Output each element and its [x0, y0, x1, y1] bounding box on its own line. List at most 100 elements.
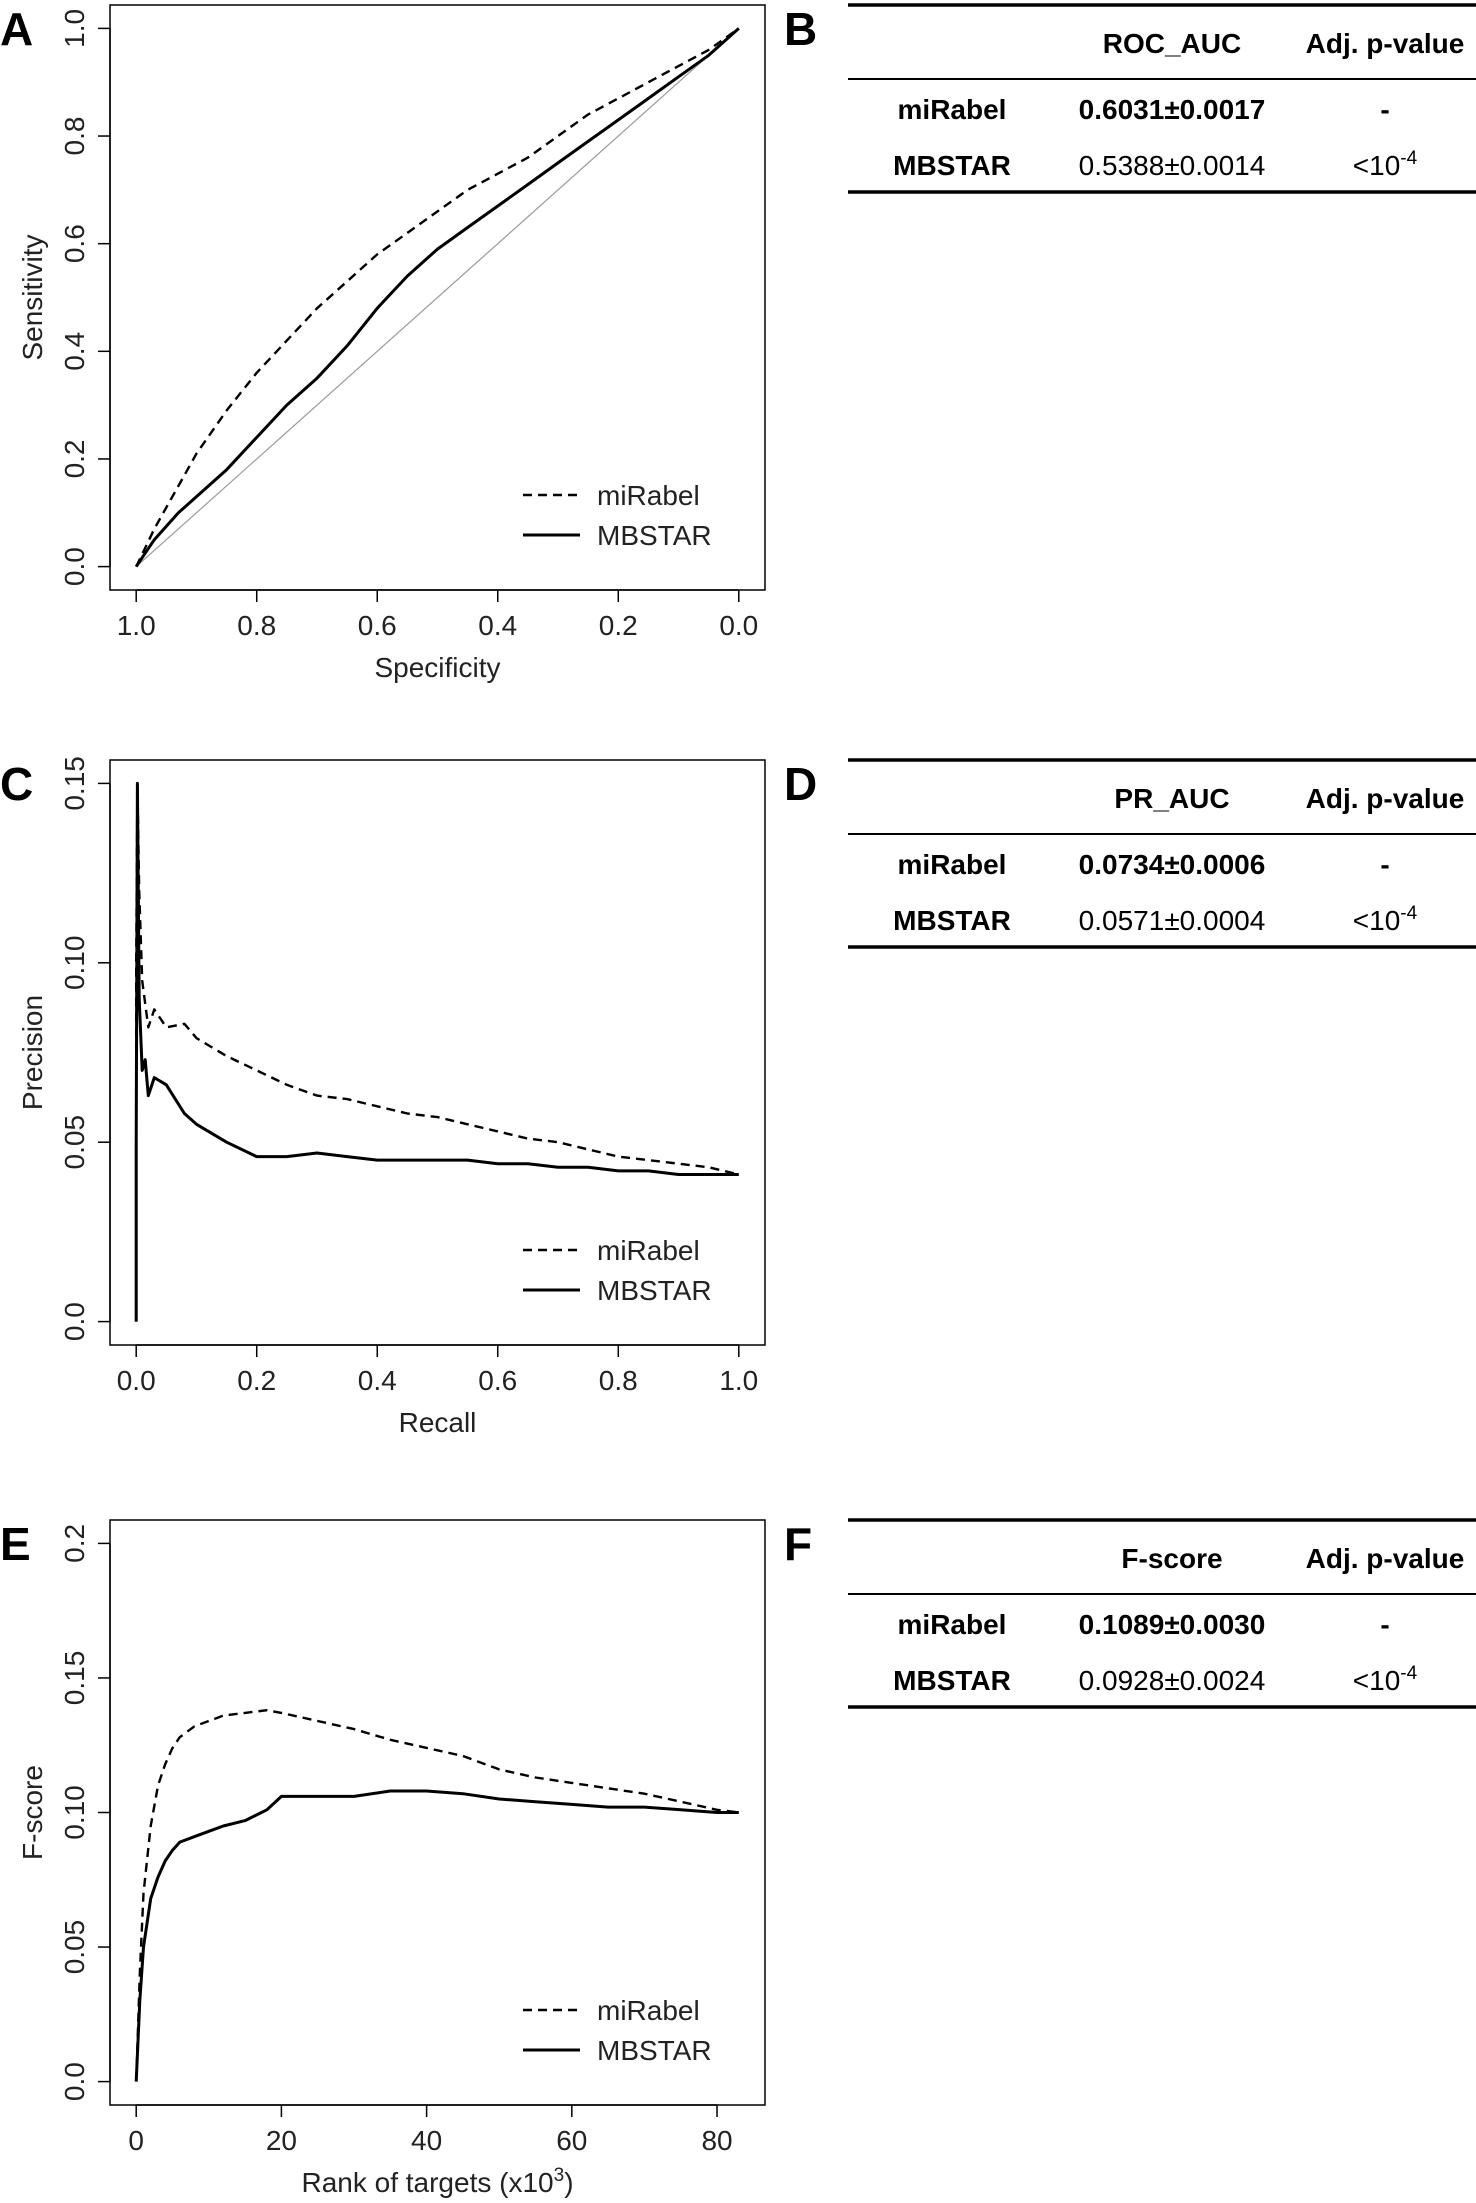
table-value-cell: 0.0571±0.0004 [1079, 905, 1266, 936]
roc-chart: 1.0 0.8 0.6 0.4 0.2 0.0 Specificity 0.0 0.2 0.4 0.… [17, 4, 766, 683]
y-axis-label: Precision [17, 995, 48, 1110]
x-axis-label-end: ) [564, 2167, 573, 2198]
panel-letter-f: F [784, 1518, 812, 1570]
table-pvalue-cell: <10-4 [1353, 1663, 1418, 1696]
fscore-table: F-score Adj. p-value miRabel 0.1089±0.0030 -… [848, 1518, 1476, 1709]
table-method-cell: MBSTAR [893, 1665, 1011, 1696]
table-header-cell: F-score [1121, 1543, 1222, 1574]
y-axis-label: Sensitivity [17, 234, 48, 360]
y-tick-label: 0.15 [59, 756, 90, 811]
series-line-mirabel [135, 1708, 739, 2082]
x-tick-label: 1.0 [117, 610, 156, 641]
y-tick-label: 0.2 [59, 439, 90, 478]
x-axis: 1.0 0.8 0.6 0.4 0.2 0.0 Specificity [117, 589, 758, 683]
table-method-cell: miRabel [898, 94, 1007, 125]
y-axis: 0.0 0.2 0.4 0.6 0.8 1.0 Sensitivity [17, 9, 111, 586]
x-axis-label-superscript: 3 [554, 2165, 565, 2186]
table-method-cell: miRabel [898, 849, 1007, 880]
y-tick-label: 0.10 [59, 1785, 90, 1840]
x-tick-label: 1.0 [719, 1365, 758, 1396]
table-pvalue-cell: <10-4 [1353, 148, 1418, 181]
reference-diagonal [135, 27, 740, 568]
legend-label-mirabel: miRabel [597, 1995, 700, 2026]
panel-letter-a: A [0, 3, 33, 55]
x-tick-label: 0.6 [358, 610, 397, 641]
table-value-cell: 0.0928±0.0024 [1079, 1665, 1266, 1696]
y-axis-label: F-score [17, 1765, 48, 1860]
y-tick-label: 0.0 [59, 2062, 90, 2101]
roc-auc-table: ROC_AUC Adj. p-value miRabel 0.6031±0.0017 -… [848, 3, 1476, 194]
x-tick-label: 0.0 [117, 1365, 156, 1396]
table-pvalue-superscript: -4 [1400, 903, 1417, 924]
x-tick-label: 0.2 [237, 1365, 276, 1396]
x-axis: 0 20 40 60 80 Rank of targets (x103) [128, 2104, 733, 2198]
table-pvalue-cell: <10-4 [1353, 903, 1418, 936]
y-tick-label: 0.15 [59, 1651, 90, 1706]
x-tick-label: 0.6 [478, 1365, 517, 1396]
pr-chart: 0.0 0.2 0.4 0.6 0.8 1.0 Recall 0.0 0.05 0.10 0.15 P… [17, 756, 766, 1438]
x-axis-label: Specificity [374, 652, 500, 683]
table-value-cell: 0.5388±0.0014 [1079, 150, 1266, 181]
x-axis: 0.0 0.2 0.4 0.6 0.8 1.0 Recall [117, 1344, 758, 1438]
y-tick-label: 1.0 [59, 9, 90, 48]
table-pvalue-cell: - [1380, 849, 1389, 880]
panel-letter-e: E [0, 1518, 31, 1570]
x-axis-label: Recall [399, 1407, 477, 1438]
y-tick-label: 0.10 [59, 936, 90, 991]
table-pvalue-superscript: -4 [1400, 148, 1417, 169]
x-axis-label: Rank of targets (x103) [301, 2165, 573, 2198]
y-tick-label: 0.0 [59, 547, 90, 586]
panel-letter-c: C [0, 758, 33, 810]
table-header-cell: ROC_AUC [1103, 28, 1241, 59]
x-tick-label: 0.4 [358, 1365, 397, 1396]
y-tick-label: 0.6 [59, 224, 90, 263]
legend-label-mbstar: MBSTAR [597, 1275, 712, 1306]
y-axis: 0.0 0.05 0.10 0.15 0.2 F-score [17, 1524, 111, 2101]
table-pvalue-superscript: -4 [1400, 1663, 1417, 1684]
table-value-cell: 0.0734±0.0006 [1079, 849, 1266, 880]
table-header-cell: Adj. p-value [1306, 1543, 1465, 1574]
series-line-mbstar [134, 781, 739, 1322]
table-header-cell: Adj. p-value [1306, 28, 1465, 59]
series-line-mbstar [134, 1789, 739, 2082]
x-tick-label: 60 [556, 2125, 587, 2156]
legend: miRabel MBSTAR [523, 480, 712, 551]
legend: miRabel MBSTAR [523, 1235, 712, 1306]
y-tick-label: 0.2 [59, 1524, 90, 1563]
panel-letter-b: B [784, 3, 817, 55]
pr-auc-table: PR_AUC Adj. p-value miRabel 0.0734±0.0006 - M… [848, 758, 1476, 949]
table-header-cell: PR_AUC [1114, 783, 1229, 814]
table-value-cell: 0.1089±0.0030 [1079, 1609, 1266, 1640]
y-tick-label: 0.8 [59, 117, 90, 156]
y-tick-label: 0.4 [59, 332, 90, 371]
legend-label-mbstar: MBSTAR [597, 520, 712, 551]
x-tick-label: 0.8 [599, 1365, 638, 1396]
x-tick-label: 20 [266, 2125, 297, 2156]
x-tick-label: 0.4 [478, 610, 517, 641]
table-method-cell: MBSTAR [893, 150, 1011, 181]
x-tick-label: 0 [128, 2125, 144, 2156]
x-tick-label: 0.8 [237, 610, 276, 641]
table-method-cell: MBSTAR [893, 905, 1011, 936]
y-tick-label: 0.0 [59, 1302, 90, 1341]
legend: miRabel MBSTAR [523, 1995, 712, 2066]
series-line-mirabel [135, 27, 740, 568]
y-tick-label: 0.05 [59, 1920, 90, 1975]
legend-label-mirabel: miRabel [597, 480, 700, 511]
x-tick-label: 80 [701, 2125, 732, 2156]
series-line-mirabel [134, 782, 740, 1322]
legend-label-mbstar: MBSTAR [597, 2035, 712, 2066]
legend-label-mirabel: miRabel [597, 1235, 700, 1266]
table-header-cell: Adj. p-value [1306, 783, 1465, 814]
panel-letter-d: D [784, 758, 817, 810]
x-tick-label: 40 [411, 2125, 442, 2156]
x-tick-label: 0.2 [599, 610, 638, 641]
table-value-cell: 0.6031±0.0017 [1079, 94, 1266, 125]
series-line-mbstar [134, 27, 740, 568]
y-tick-label: 0.05 [59, 1115, 90, 1170]
table-method-cell: miRabel [898, 1609, 1007, 1640]
y-axis: 0.0 0.05 0.10 0.15 Precision [17, 756, 111, 1341]
table-pvalue-cell: - [1380, 1609, 1389, 1640]
